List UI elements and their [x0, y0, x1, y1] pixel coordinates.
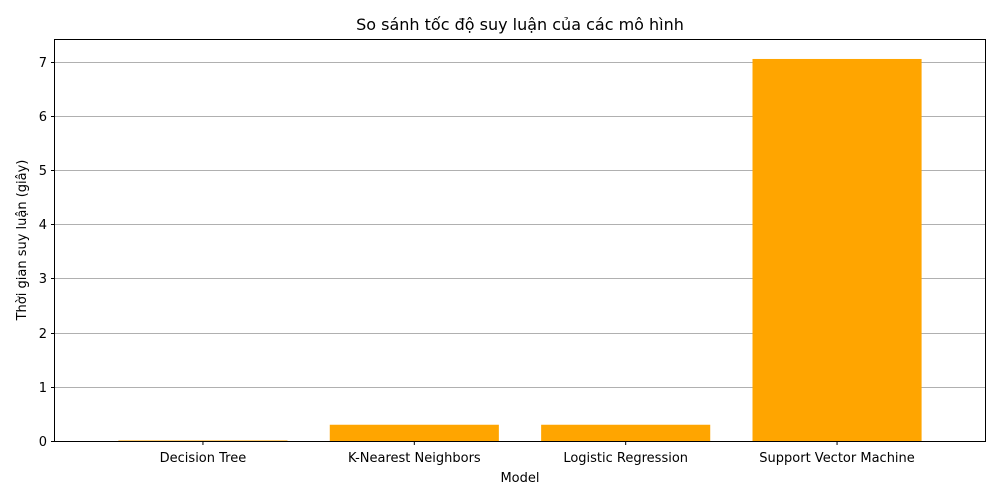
y-tick-label: 0	[39, 435, 47, 450]
x-axis-ticks: Decision Tree K-Nearest Neighbors Logistic…	[160, 441, 915, 466]
x-tick-label: Logistic Regression	[563, 451, 688, 466]
x-tick-label: Decision Tree	[160, 451, 247, 466]
x-tick-label: K-Nearest Neighbors	[348, 451, 481, 466]
bar	[752, 58, 922, 441]
y-tick-label: 3	[39, 272, 47, 287]
x-tick-label: Support Vector Machine	[759, 451, 915, 466]
chart-title: So sánh tốc độ suy luận của các mô hình	[356, 15, 684, 34]
bar	[329, 424, 499, 441]
bars	[118, 58, 922, 442]
y-axis-label: Thời gian suy luận (giây)	[15, 160, 30, 322]
y-tick-label: 1	[39, 381, 47, 396]
y-tick-label: 2	[39, 327, 47, 342]
y-tick-label: 4	[39, 218, 47, 233]
gridlines	[55, 62, 985, 388]
x-axis-label: Model	[500, 471, 539, 486]
y-tick-label: 7	[39, 56, 47, 71]
bar	[541, 424, 711, 441]
y-tick-label: 6	[39, 110, 47, 125]
y-axis-ticks: 0 1 2 3 4 5 6 7	[39, 56, 55, 450]
bar	[118, 440, 288, 442]
y-tick-label: 5	[39, 164, 47, 179]
plot-frame	[54, 39, 986, 442]
